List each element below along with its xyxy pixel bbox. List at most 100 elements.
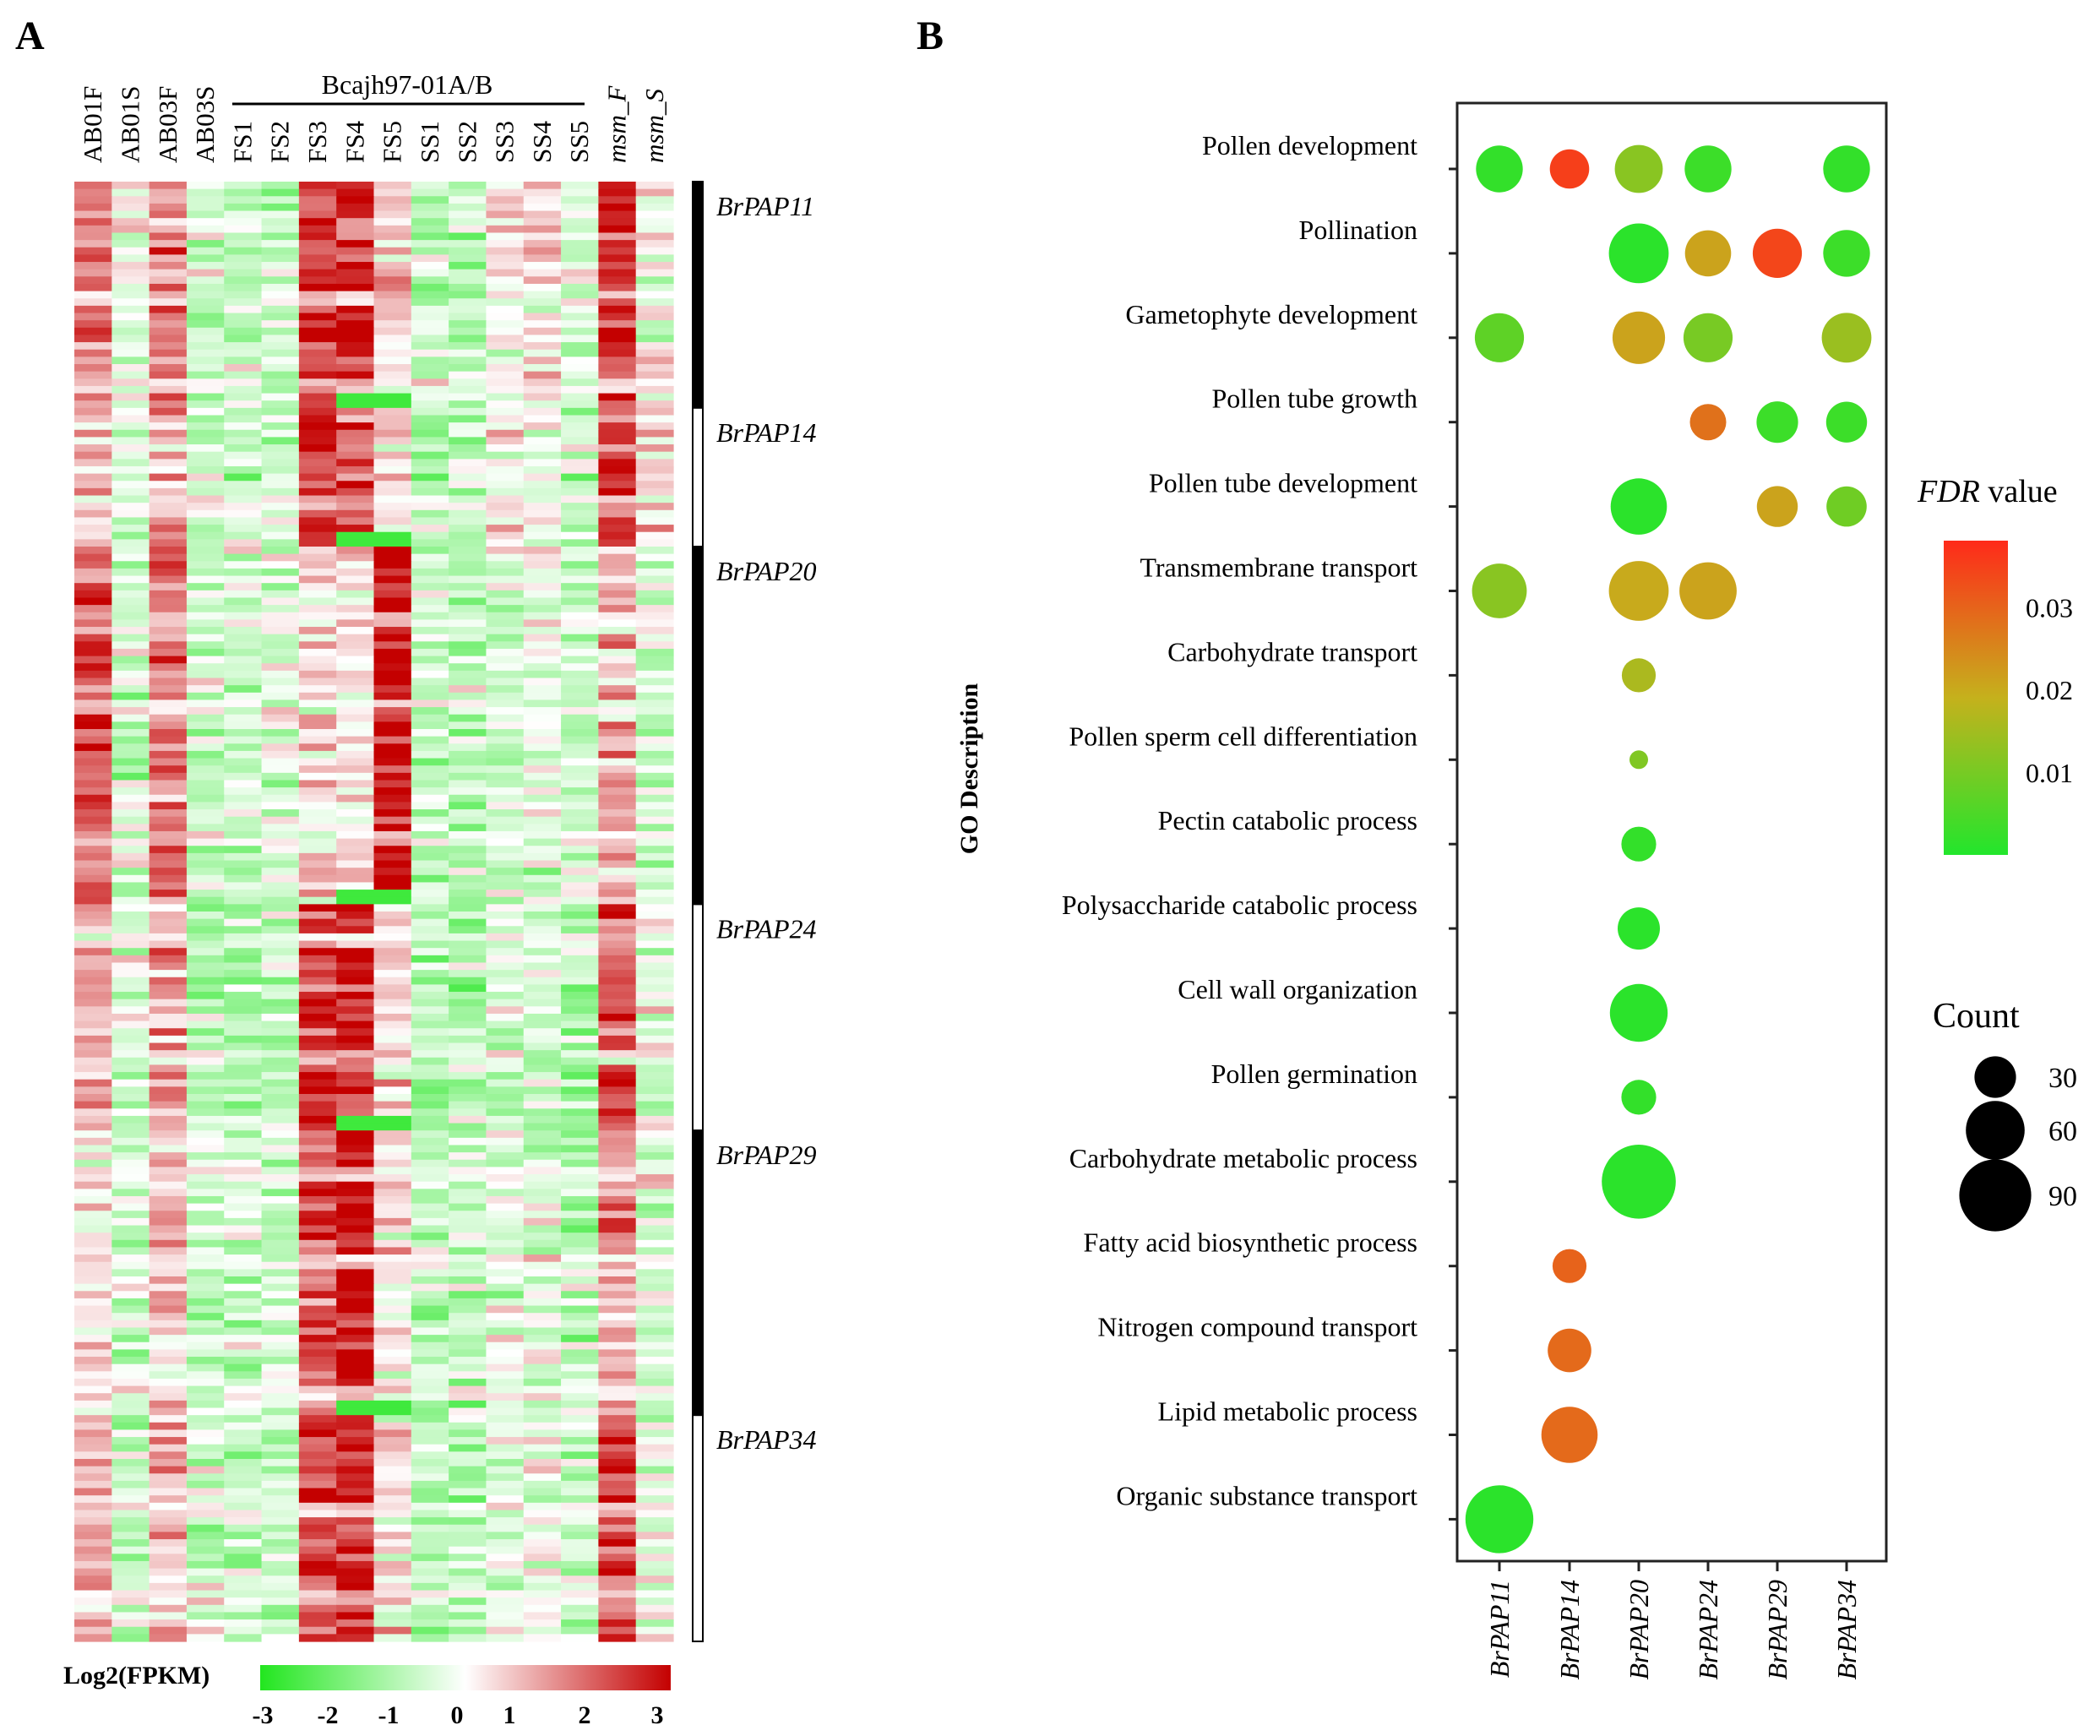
heatmap-cell bbox=[449, 1035, 487, 1044]
heatmap-cell bbox=[373, 210, 412, 219]
heatmap-cell bbox=[74, 407, 112, 416]
heatmap-cell bbox=[598, 670, 637, 679]
heatmap-cell bbox=[635, 597, 674, 606]
heatmap-cell bbox=[112, 196, 150, 204]
heatmap-cell bbox=[149, 1167, 188, 1175]
heatmap-cell bbox=[261, 765, 300, 774]
heatmap-cell bbox=[149, 663, 188, 672]
heatmap-cell bbox=[411, 1495, 449, 1504]
heatmap-cell bbox=[149, 670, 188, 679]
heatmap-cell bbox=[523, 1524, 562, 1532]
heatmap-cell bbox=[523, 678, 562, 686]
heatmap-cell bbox=[635, 291, 674, 299]
heatmap-cell bbox=[298, 999, 337, 1007]
heatmap-cell bbox=[224, 1327, 263, 1336]
heatmap-cell bbox=[561, 349, 599, 357]
heatmap-cell bbox=[598, 1217, 637, 1227]
heatmap-cell bbox=[373, 1225, 412, 1233]
heatmap-cell bbox=[635, 1050, 674, 1058]
heatmap-cell bbox=[635, 1612, 674, 1620]
heatmap-cell bbox=[635, 254, 674, 263]
heatmap-cell bbox=[449, 188, 487, 197]
heatmap-cell bbox=[224, 291, 263, 299]
heatmap-cell bbox=[112, 597, 150, 606]
heatmap-cell bbox=[149, 955, 188, 964]
heatmap-cell bbox=[523, 1305, 562, 1314]
heatmap-cell bbox=[411, 1094, 449, 1102]
heatmap-cell bbox=[224, 1013, 263, 1022]
heatmap-cell bbox=[336, 627, 375, 635]
heatmap-cell bbox=[449, 721, 487, 730]
heatmap-cell bbox=[486, 714, 525, 722]
heatmap-cell bbox=[449, 852, 487, 862]
heatmap-cell bbox=[112, 962, 150, 971]
heatmap-cell bbox=[373, 1276, 412, 1285]
heatmap-cell bbox=[411, 999, 449, 1007]
heatmap-cell bbox=[336, 984, 375, 993]
heatmap-cell bbox=[336, 313, 375, 321]
heatmap-cell bbox=[112, 349, 150, 357]
heatmap-cell bbox=[523, 568, 562, 577]
heatmap-cell bbox=[336, 1130, 375, 1139]
heatmap-cell bbox=[486, 269, 525, 277]
heatmap-cell bbox=[411, 1415, 449, 1423]
heatmap-cell bbox=[149, 342, 188, 351]
heatmap-cell bbox=[561, 210, 599, 219]
heatmap-cell bbox=[373, 1320, 412, 1329]
heatmap-cell bbox=[298, 356, 337, 365]
heatmap-cell bbox=[373, 196, 412, 204]
heatmap-cell bbox=[336, 400, 375, 409]
heatmap-cell bbox=[74, 203, 112, 212]
heatmap-cell bbox=[598, 984, 637, 993]
heatmap-cell bbox=[298, 714, 337, 722]
heatmap-cell bbox=[186, 1298, 225, 1307]
heatmap-cell bbox=[486, 590, 525, 599]
heatmap-cell bbox=[336, 1291, 375, 1299]
heatmap-cell bbox=[449, 1239, 487, 1249]
heatmap-cell bbox=[149, 1488, 188, 1496]
heatmap-cell bbox=[112, 714, 150, 722]
heatmap-cell bbox=[523, 276, 562, 285]
heatmap-cell bbox=[635, 1349, 674, 1358]
heatmap-cell bbox=[74, 465, 112, 475]
heatmap-cell bbox=[112, 685, 150, 694]
heatmap-cell bbox=[598, 590, 637, 599]
heatmap-cell bbox=[635, 262, 674, 270]
heatmap-cell bbox=[336, 1072, 375, 1080]
heatmap-cell bbox=[411, 487, 449, 497]
heatmap-panel: Bcajh97-01A/B AB01F AB01S AB03F AB03S FS1 FS2… bbox=[63, 69, 817, 1729]
heatmap-cell bbox=[411, 816, 449, 824]
heatmap-cell bbox=[74, 1451, 112, 1460]
heatmap-cell bbox=[74, 1101, 112, 1109]
heatmap-cell bbox=[298, 254, 337, 263]
heatmap-cell bbox=[261, 1050, 300, 1058]
heatmap-cell bbox=[74, 1013, 112, 1022]
heatmap-cell bbox=[298, 977, 337, 985]
heatmap-cell bbox=[523, 305, 562, 314]
heatmap-cell bbox=[373, 860, 412, 868]
heatmap-cell bbox=[298, 342, 337, 351]
heatmap-cell bbox=[561, 1415, 599, 1423]
heatmap-cell bbox=[336, 1137, 375, 1146]
heatmap-cell bbox=[112, 1349, 150, 1358]
heatmap-cell bbox=[298, 1269, 337, 1277]
heatmap-cell bbox=[74, 188, 112, 197]
heatmap-cell bbox=[523, 1211, 562, 1219]
heatmap-cell bbox=[336, 948, 375, 956]
heatmap-cell bbox=[336, 955, 375, 964]
heatmap-cell bbox=[449, 1634, 487, 1642]
heatmap-cell bbox=[373, 364, 412, 373]
heatmap-cell bbox=[635, 1108, 674, 1117]
heatmap-cell bbox=[598, 926, 637, 934]
heatmap-cell bbox=[261, 816, 300, 824]
heatmap-cell bbox=[298, 1480, 337, 1489]
heatmap-cell bbox=[561, 1181, 599, 1189]
heatmap-cell bbox=[523, 1510, 562, 1518]
heatmap-cell bbox=[449, 648, 487, 657]
heatmap-cell bbox=[635, 1174, 674, 1183]
heatmap-cell bbox=[261, 1130, 300, 1139]
heatmap-cell bbox=[224, 1130, 263, 1139]
fdr-colorbar-ticks: 0.030.020.01 bbox=[2008, 592, 2073, 788]
heatmap-cell bbox=[336, 977, 375, 985]
heatmap-cell bbox=[486, 1145, 525, 1153]
